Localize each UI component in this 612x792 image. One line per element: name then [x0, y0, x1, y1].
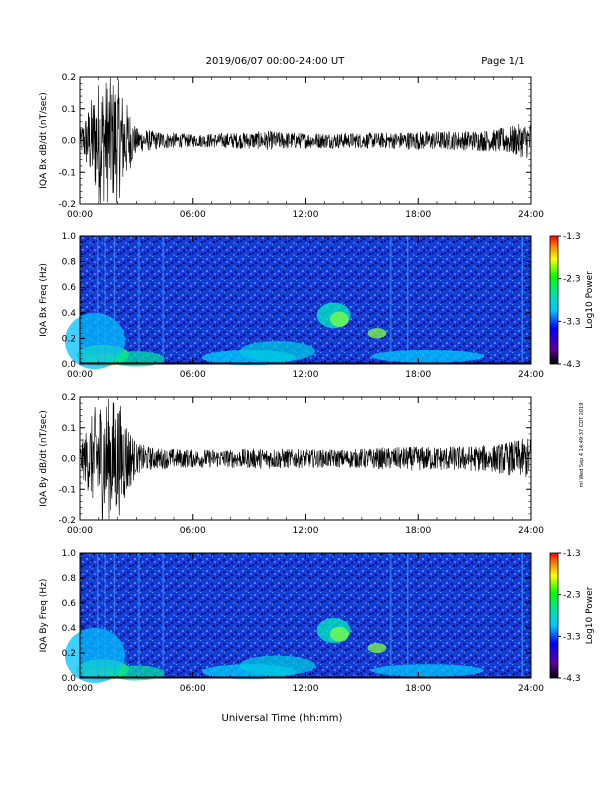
x-tick-label: 00:00: [67, 370, 93, 380]
colorbar-tick-label: -1.3: [563, 549, 581, 559]
spectral-power-feature: [367, 328, 387, 339]
x-axis-label: Universal Time (hh:mm): [222, 713, 343, 724]
colorbar-tick-label: -4.3: [563, 674, 581, 684]
x-tick-label: 24:00: [518, 526, 544, 536]
spectral-streak: [390, 236, 392, 364]
spectral-power-feature: [239, 655, 315, 676]
spectral-streak: [162, 553, 165, 678]
y-tick-label: 0.4: [62, 309, 77, 319]
spectral-streak: [113, 236, 116, 364]
spectral-streak: [521, 553, 524, 678]
colorbar-tick-label: -2.3: [563, 275, 581, 285]
colorbar: [549, 235, 559, 365]
x-tick-label: 06:00: [180, 370, 206, 380]
y-axis-label: IQA By Freq (Hz): [39, 579, 49, 653]
spectral-power-feature: [371, 664, 485, 677]
spectral-power-feature: [371, 349, 485, 363]
y-tick-label: 0.2: [62, 393, 76, 403]
spectral-streak: [113, 553, 116, 678]
date-range-title: 2019/06/07 00:00-24:00 UT: [206, 56, 346, 67]
y-tick-label: -0.2: [58, 200, 76, 210]
generation-stamp: ml Wed Sep 4 14:49:37 CDT 2019: [579, 403, 585, 488]
y-axis-label: IQA Bx Freq (Hz): [39, 263, 49, 337]
y-tick-label: 0.1: [62, 105, 76, 115]
x-tick-label: 12:00: [293, 684, 319, 694]
spectral-power-feature: [367, 643, 387, 653]
y-tick-label: 1.0: [62, 549, 77, 559]
y-tick-label: -0.2: [58, 516, 76, 526]
y-tick-label: 0.0: [62, 137, 77, 147]
spectral-streak: [162, 236, 165, 364]
y-tick-label: 0.8: [62, 574, 77, 584]
y-tick-label: 0.0: [62, 674, 77, 684]
x-tick-label: 18:00: [405, 684, 431, 694]
colorbar-tick-label: -3.3: [563, 317, 581, 327]
y-tick-label: 0.2: [62, 73, 76, 83]
colorbar: [549, 552, 559, 679]
y-tick-label: 0.4: [62, 624, 77, 634]
spectral-streak: [521, 236, 524, 364]
x-tick-label: 24:00: [518, 210, 544, 220]
spectral-streak: [406, 553, 409, 678]
x-tick-label: 12:00: [293, 526, 319, 536]
spectral-streak: [104, 236, 106, 364]
spectral-streak: [406, 236, 409, 364]
x-tick-label: 00:00: [67, 526, 93, 536]
x-tick-label: 06:00: [180, 526, 206, 536]
dbdt-trace: [79, 77, 532, 204]
page-indicator: Page 1/1: [481, 56, 524, 67]
y-tick-label: 0.0: [62, 455, 77, 465]
colorbar-label: Log10 Power: [585, 586, 595, 644]
spectral-power-feature: [239, 340, 315, 362]
spectral-streak: [138, 553, 140, 678]
colorbar-tick-label: -1.3: [563, 232, 581, 242]
x-tick-label: 06:00: [180, 684, 206, 694]
by-spectrogram-panel: -1.3 -2.3 -3.3 -4.3 Log10 Power 1.0 0.8 0.6 0.4 0…: [39, 549, 595, 694]
x-tick-label: 12:00: [293, 370, 319, 380]
x-tick-label: 00:00: [67, 684, 93, 694]
bx-dbdt-panel: 0.2 0.1 0.0 -0.1 -0.200:00 06:00 12:00 18:00 24:…: [39, 73, 544, 220]
x-tick-label: 18:00: [405, 210, 431, 220]
spectral-power-feature: [329, 311, 349, 327]
y-tick-label: -0.1: [58, 168, 76, 178]
y-tick-label: 1.0: [62, 232, 77, 242]
y-tick-label: 0.8: [62, 258, 77, 268]
x-tick-label: 24:00: [518, 684, 544, 694]
y-tick-label: 0.2: [62, 334, 76, 344]
by-dbdt-panel: 0.2 0.1 0.0 -0.1 -0.200:00 06:00 12:00 18:00 24:…: [39, 393, 544, 536]
x-tick-label: 06:00: [180, 210, 206, 220]
y-axis-label: IQA By dB/dt (nT/sec): [39, 410, 49, 507]
spectral-streak: [96, 236, 99, 364]
x-tick-label: 18:00: [405, 370, 431, 380]
spectral-streak: [96, 553, 99, 678]
spectrogram-background: [80, 236, 531, 364]
y-tick-label: 0.2: [62, 649, 76, 659]
colorbar-tick-label: -3.3: [563, 632, 581, 642]
colorbar-tick-label: -4.3: [563, 360, 581, 370]
spectral-streak: [390, 553, 392, 678]
colorbar-tick-label: -2.3: [563, 591, 581, 601]
spectrogram-background: [80, 553, 531, 678]
y-tick-label: 0.6: [62, 599, 77, 609]
spectral-streak: [138, 236, 140, 364]
spectral-power-feature: [329, 626, 349, 642]
bx-spectrogram-panel: -1.3 -2.3 -3.3 -4.3 Log10 Power 1.0 0.8 0.6 0.4 0…: [39, 232, 595, 380]
y-tick-label: 0.1: [62, 424, 76, 434]
colorbar-label: Log10 Power: [585, 271, 595, 329]
y-tick-label: 0.6: [62, 283, 77, 293]
spectral-streak: [104, 553, 106, 678]
y-tick-label: 0.0: [62, 360, 77, 370]
dbdt-trace: [79, 398, 532, 520]
y-axis-label: IQA Bx dB/dt (nT/sec): [39, 92, 49, 189]
x-tick-label: 18:00: [405, 526, 431, 536]
x-tick-label: 12:00: [293, 210, 319, 220]
x-tick-label: 00:00: [67, 210, 93, 220]
y-tick-label: -0.1: [58, 485, 76, 495]
x-tick-label: 24:00: [518, 370, 544, 380]
